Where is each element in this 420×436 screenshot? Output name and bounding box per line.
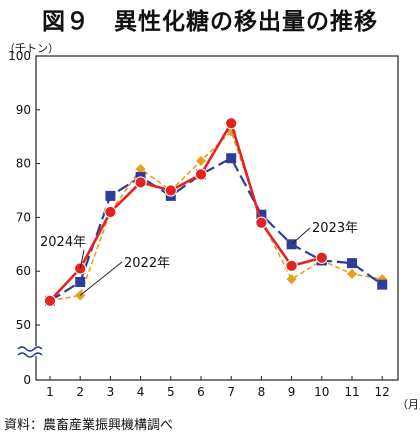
data-point <box>195 155 207 167</box>
y-tick-label: 70 <box>16 210 31 224</box>
data-point <box>164 184 177 197</box>
x-tick-label: 2 <box>76 385 84 399</box>
label-2023-leader <box>291 227 311 245</box>
data-point <box>105 190 116 201</box>
series-2024年 <box>43 117 328 307</box>
axis-break-wave <box>17 352 43 358</box>
data-point <box>226 153 237 164</box>
source-note: 資料：農畜産業振興機構調べ <box>4 418 174 433</box>
label-2022: 2022年 <box>124 256 170 271</box>
label-2024-leader <box>79 249 85 269</box>
data-point <box>285 259 298 272</box>
series-line <box>49 121 323 302</box>
data-point <box>377 279 388 290</box>
axis-break-wave <box>17 346 43 352</box>
plot-frame <box>35 55 399 381</box>
x-axis-unit: （月） <box>397 398 420 411</box>
data-point <box>104 205 117 219</box>
y-tick-label: 80 <box>16 157 31 171</box>
x-tick-label: 10 <box>314 385 329 399</box>
series-line <box>49 130 383 302</box>
data-point <box>75 276 86 287</box>
x-tick-label: 7 <box>227 385 235 399</box>
x-tick-label: 6 <box>197 385 205 399</box>
y-tick-label: 100 <box>8 49 31 63</box>
x-tick-label: 5 <box>167 385 175 399</box>
data-point <box>347 258 357 269</box>
data-point <box>255 216 268 229</box>
x-tick-label: 11 <box>344 385 359 399</box>
annotations: 2024年 2022年 2023年 <box>40 221 358 296</box>
data-point <box>346 268 358 279</box>
label-2023: 2023年 <box>312 221 358 236</box>
label-2022-leader <box>79 261 123 296</box>
data-point <box>194 168 208 181</box>
label-2024: 2024年 <box>40 235 86 250</box>
x-tick-label: 8 <box>258 385 266 399</box>
series-layer <box>43 117 388 307</box>
x-tick-label: 3 <box>107 385 115 399</box>
data-point <box>286 274 297 285</box>
chart-title: 図９ 異性化糖の移出量の推移 <box>42 9 378 35</box>
y-tick-label: 50 <box>16 318 31 332</box>
data-point <box>134 176 147 189</box>
data-point <box>256 209 267 220</box>
data-point <box>43 294 57 307</box>
y-tick-label: 60 <box>16 264 31 278</box>
x-tick-label: 4 <box>137 385 145 399</box>
series-2022年 <box>44 126 388 306</box>
data-point <box>225 117 238 130</box>
x-tick-label: 9 <box>288 385 296 399</box>
x-tick-label: 12 <box>375 385 390 399</box>
data-point <box>315 251 328 264</box>
y-tick-label: 0 <box>23 373 31 387</box>
y-axis-unit: （千トン） <box>4 42 59 55</box>
x-tick-label: 1 <box>46 385 54 399</box>
y-tick-label: 90 <box>16 103 31 117</box>
